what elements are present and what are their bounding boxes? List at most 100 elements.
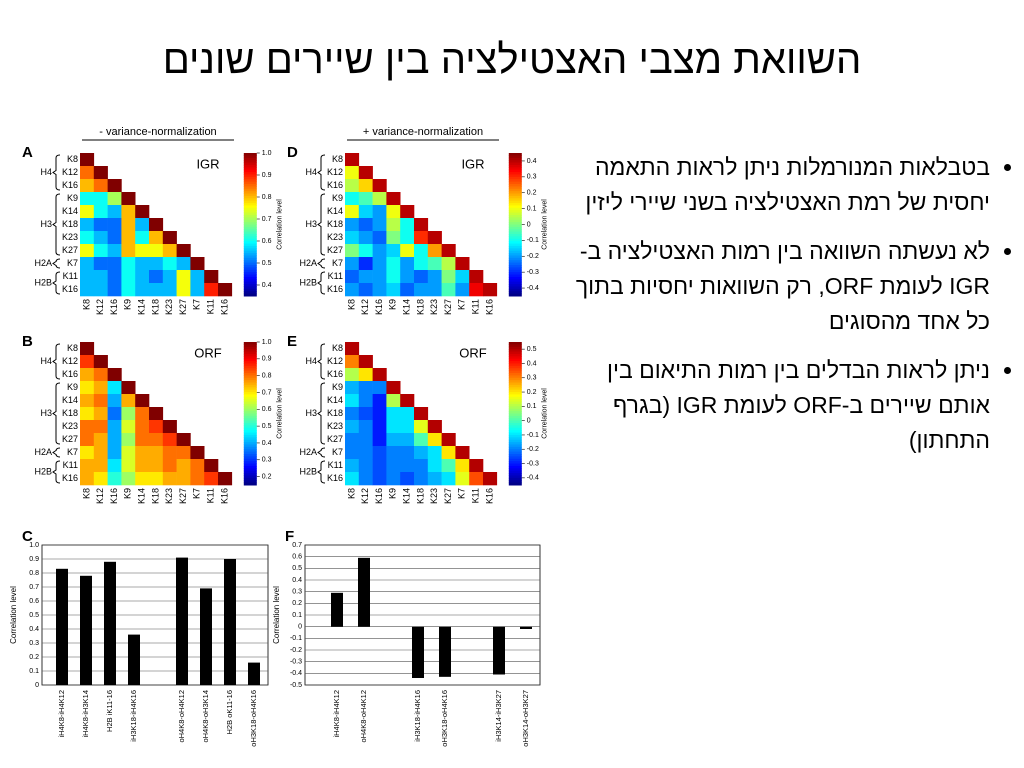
y-tick-label: 0.3 [29,640,39,647]
colorbar-step [508,214,522,218]
colorbar-step [508,253,522,256]
column-label: K11 [470,299,480,314]
panel-label: IGR [461,156,484,171]
colorbar-tick-label: 0.6 [262,406,272,413]
colorbar-step [243,265,257,268]
colorbar-step [243,418,257,422]
colorbar-tick-label: 0.2 [262,473,272,480]
y-tick-label: 0.6 [29,598,39,605]
row-label: K23 [62,232,78,242]
colorbar-step [243,250,257,254]
colorbar-step [508,164,522,168]
heatmap-cell [358,270,373,284]
heatmap-cell [107,218,122,232]
colorbar-step [508,465,522,469]
colorbar-step [508,427,522,431]
colorbar-step [508,456,522,460]
heatmap-cell [358,355,373,369]
colorbar-step [243,167,257,171]
colorbar-step [508,269,522,273]
colorbar-step [243,375,257,379]
heatmap-cell [107,407,122,421]
colorbar-step [508,463,522,467]
column-label: K11 [470,488,480,503]
heatmap-cell [93,205,108,219]
column-label: K14 [136,488,146,504]
column-label: K9 [123,488,133,499]
heatmap-cell [204,283,219,297]
colorbar-step [243,353,257,357]
colorbar-step [243,274,257,278]
heatmap-cell [204,472,219,486]
colorbar-step [508,169,522,173]
heatmap-cell [455,270,470,284]
colorbar-step [243,214,257,218]
group-label: H2B [34,466,52,476]
row-label: K14 [327,395,343,405]
group-brace [317,460,326,484]
heatmap-cell [400,205,415,219]
colorbar-step [243,427,257,431]
colorbar-step [508,442,522,445]
heatmap-cell [400,446,415,460]
colorbar-step [243,238,257,242]
colorbar-step [508,344,522,348]
y-tick-label: -0.1 [290,635,302,642]
heatmap-cell [400,433,415,447]
heatmap-cell [149,407,164,421]
colorbar-step [243,267,257,271]
heatmap-cell [80,153,95,167]
colorbar-step [243,234,257,237]
row-label: K27 [327,434,343,444]
heatmap-cell [345,179,360,193]
colorbar-step [508,408,522,412]
heatmap-cell [107,231,122,245]
colorbar-step [243,370,257,374]
heatmap-cell [176,433,191,447]
heatmap-cell [372,179,387,193]
heatmap-cell [93,355,108,369]
heatmap-cell [372,270,387,284]
colorbar-step [243,463,257,467]
colorbar-step [243,217,257,221]
colorbar-step [243,477,257,481]
colorbar-step [508,248,522,252]
heatmap-cell [358,420,373,434]
column-label: K9 [123,299,133,310]
heatmap-cell [386,231,401,245]
colorbar-step [243,344,257,348]
heatmap-cell [386,218,401,232]
colorbar-step [243,351,257,355]
colorbar-step [508,432,522,436]
colorbar-step [243,377,257,381]
heatmap-cell [345,381,360,395]
heatmap-cell [80,257,95,271]
heatmap-cell [372,459,387,473]
colorbar-step [243,255,257,259]
column-label: K11 [205,488,215,503]
heatmap-cell [358,368,373,382]
heatmap-cell [93,446,108,460]
row-label: K14 [327,206,343,216]
heatmap-cell [358,192,373,206]
row-label: K7 [67,447,78,457]
colorbar-tick-label: 0 [527,417,531,424]
colorbar-step [243,203,257,206]
colorbar-step [508,174,522,178]
colorbar-tick-label: 0.6 [262,238,272,245]
row-label: K12 [62,356,78,366]
colorbar-step [508,276,522,280]
colorbar-step [508,361,522,364]
row-label: K8 [67,154,78,164]
column-label: K8 [81,299,91,310]
heatmap-cell [414,231,429,245]
colorbar-step [243,420,257,424]
heatmap-cell [80,179,95,193]
colorbar-step [243,160,257,164]
row-label: K16 [327,284,343,294]
row-label: K23 [62,421,78,431]
colorbar-step [243,444,257,448]
x-tick-label: oH3K14-oH3K27 [521,690,530,747]
group-brace [317,258,326,269]
heatmap-cell [427,433,442,447]
